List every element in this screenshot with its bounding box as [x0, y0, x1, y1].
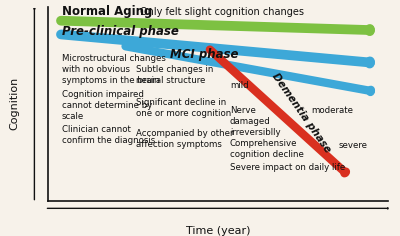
- Text: severe: severe: [339, 141, 368, 150]
- Text: Nerve
damaged
irreversiblly: Nerve damaged irreversiblly: [230, 106, 280, 137]
- Text: Dementia phase: Dementia phase: [270, 71, 332, 154]
- Text: MCI phase: MCI phase: [170, 48, 239, 61]
- Text: Normal Aging: Normal Aging: [62, 5, 152, 18]
- Text: Subtle changes in
neural structure: Subtle changes in neural structure: [136, 65, 214, 85]
- Text: Severe impact on daily life: Severe impact on daily life: [230, 163, 345, 172]
- Text: Comprehensive
cognition decline: Comprehensive cognition decline: [230, 139, 304, 159]
- Text: Cognition: Cognition: [9, 77, 19, 131]
- Text: Pre-clinical phase: Pre-clinical phase: [62, 25, 178, 38]
- Text: Accompanied by other
affection symptoms: Accompanied by other affection symptoms: [136, 129, 234, 149]
- Text: moderate: moderate: [312, 106, 354, 115]
- Text: mild: mild: [230, 81, 248, 90]
- Text: Significant decline in
one or more cognition: Significant decline in one or more cogni…: [136, 98, 232, 118]
- Text: Only felt slight cognition changes: Only felt slight cognition changes: [140, 7, 304, 17]
- Text: Time (year): Time (year): [186, 226, 250, 236]
- Text: Microstructural changes
with no obvious
symptoms in the brain: Microstructural changes with no obvious …: [62, 54, 166, 85]
- Text: Clinician cannot
confirm the diagnosis: Clinician cannot confirm the diagnosis: [62, 125, 155, 145]
- Text: Cognition impaired
cannot determine by
scale: Cognition impaired cannot determine by s…: [62, 90, 152, 122]
